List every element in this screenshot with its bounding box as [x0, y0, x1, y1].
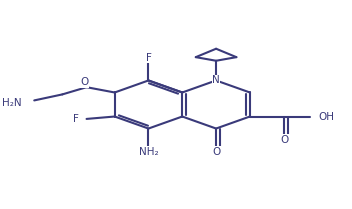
Text: OH: OH [318, 112, 334, 121]
Text: F: F [73, 114, 79, 124]
Text: O: O [212, 147, 220, 157]
Text: O: O [280, 135, 288, 145]
Text: N: N [212, 75, 220, 85]
Text: NH₂: NH₂ [139, 147, 158, 157]
Text: H₂N: H₂N [2, 98, 21, 107]
Text: O: O [80, 77, 89, 87]
Text: F: F [145, 53, 151, 63]
